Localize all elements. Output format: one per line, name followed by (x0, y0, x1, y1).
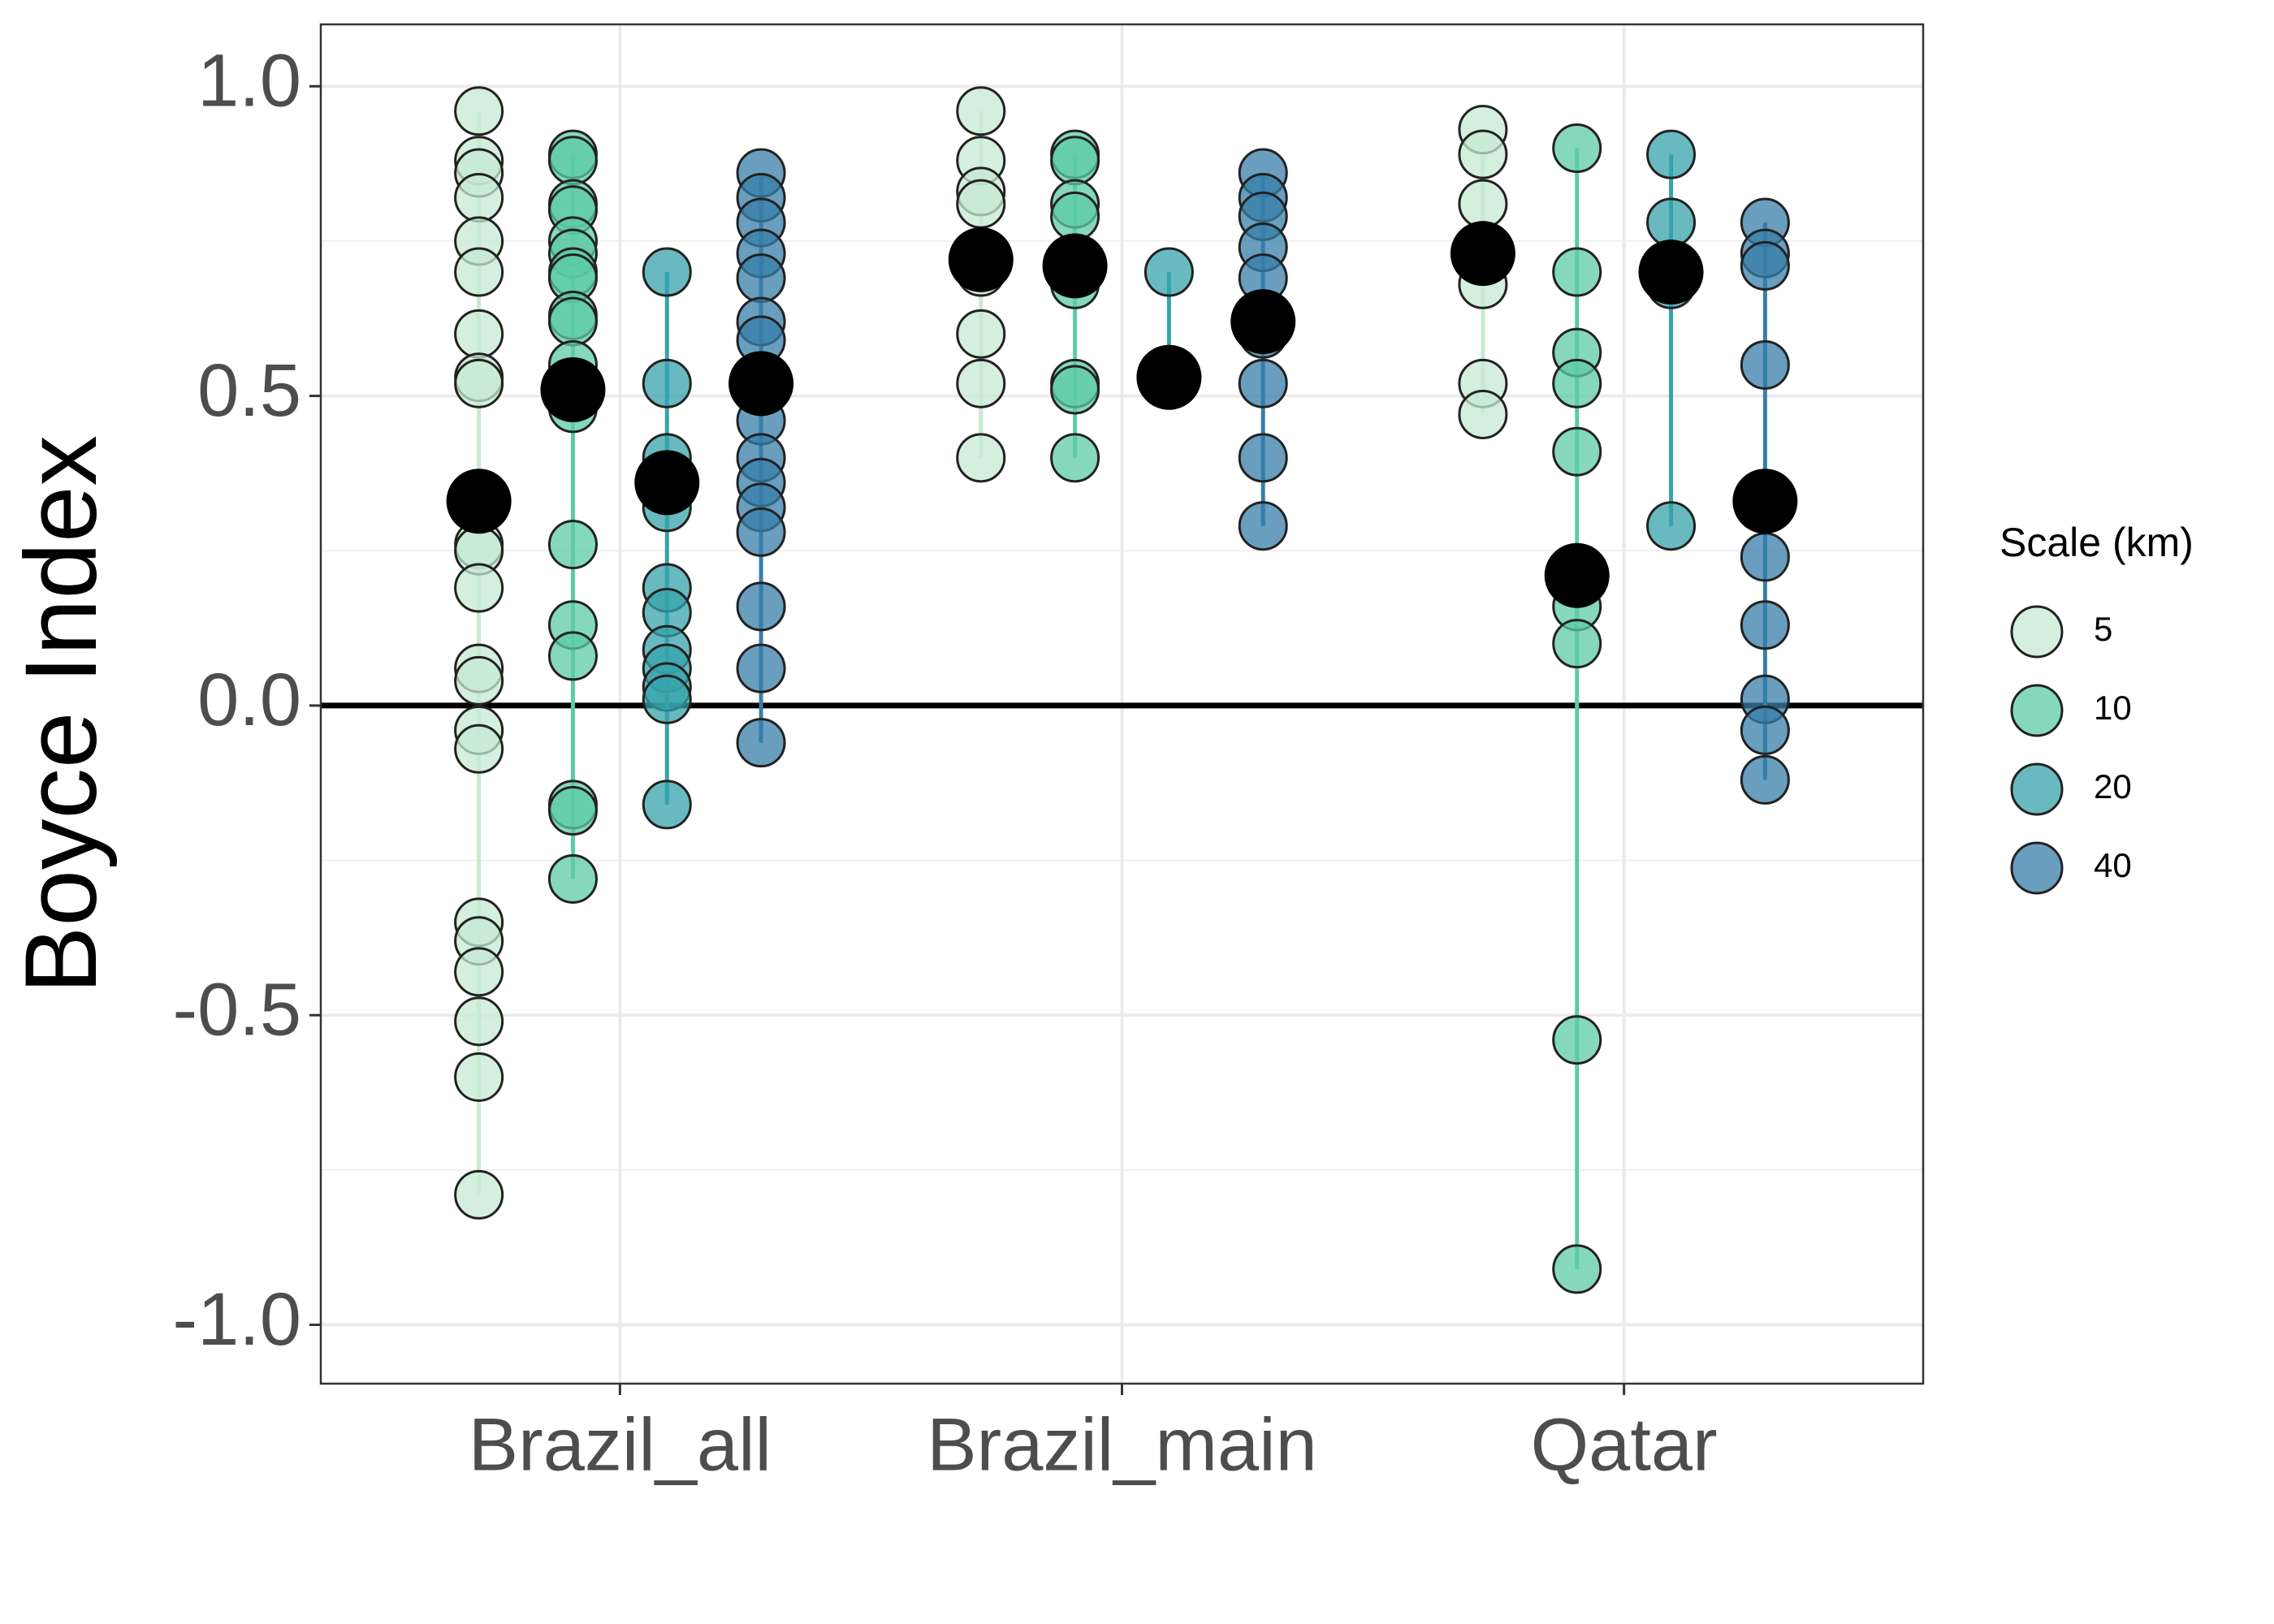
point (547, 296, 598, 347)
point (1552, 358, 1602, 408)
point (1050, 191, 1100, 241)
point (956, 179, 1006, 229)
point (736, 718, 786, 768)
point (547, 520, 598, 570)
point (736, 253, 786, 304)
point (454, 563, 504, 613)
mean-point (1732, 469, 1798, 534)
mean-point (1042, 233, 1108, 299)
legend-key (2010, 605, 2064, 659)
point (956, 358, 1006, 408)
panel-border (319, 23, 1925, 1385)
y-tick-label: -1.0 (172, 1278, 301, 1361)
x-tick-label: Qatar (1531, 1403, 1718, 1486)
point (1050, 433, 1100, 483)
point (1458, 179, 1508, 229)
point (454, 947, 504, 997)
mean-point (1544, 542, 1610, 608)
point (736, 507, 786, 557)
legend-key (2010, 684, 2064, 737)
point (1740, 705, 1790, 755)
point (454, 1169, 504, 1220)
point (1740, 532, 1790, 582)
point (454, 86, 504, 136)
y-tick-label: 0.0 (197, 659, 301, 741)
point (454, 1052, 504, 1102)
point (642, 247, 692, 297)
point (1458, 129, 1508, 179)
x-tick-label: Brazil_main (927, 1403, 1317, 1486)
point (1458, 389, 1508, 439)
mean-point (1230, 289, 1296, 355)
legend-key (2010, 841, 2064, 895)
point (454, 996, 504, 1047)
point (1740, 600, 1790, 650)
point (1740, 339, 1790, 390)
point (1143, 247, 1194, 297)
point (1238, 501, 1288, 551)
point (1238, 433, 1288, 483)
point (1552, 123, 1602, 174)
point (454, 173, 504, 223)
point (736, 581, 786, 632)
mean-point (634, 450, 700, 516)
point (956, 86, 1006, 136)
point (956, 309, 1006, 359)
point (642, 358, 692, 408)
point (1552, 1015, 1602, 1065)
legend-title: Scale (km) (1999, 520, 2194, 565)
point (642, 674, 692, 724)
y-tick-label: 1.0 (197, 40, 301, 123)
point (1646, 129, 1697, 179)
legend-label: 20 (2094, 767, 2132, 806)
legend-key (2010, 762, 2064, 816)
legend-label: 5 (2094, 610, 2112, 648)
mean-point (540, 356, 606, 422)
point (547, 136, 598, 186)
point (1740, 754, 1790, 805)
mean-point (1450, 221, 1515, 287)
point (1238, 358, 1288, 408)
y-tick-label: -0.5 (172, 969, 301, 1052)
mean-point (948, 227, 1014, 292)
point (1552, 1244, 1602, 1294)
point (1552, 619, 1602, 669)
mean-point (1136, 344, 1202, 410)
point (454, 723, 504, 774)
point (454, 358, 504, 408)
point (547, 631, 598, 681)
point (547, 786, 598, 836)
y-axis-title: Boyce Index (5, 435, 118, 994)
point (454, 247, 504, 297)
point (1740, 240, 1790, 291)
point (1646, 197, 1697, 248)
mean-point (728, 351, 794, 417)
point (956, 433, 1006, 483)
point (1552, 247, 1602, 297)
point (736, 643, 786, 693)
point (1552, 426, 1602, 477)
point (454, 655, 504, 706)
mean-point (446, 469, 512, 534)
mean-point (1638, 240, 1704, 305)
point (547, 853, 598, 904)
point (1050, 365, 1100, 415)
point (1050, 136, 1100, 186)
point (1646, 501, 1697, 551)
x-tick-label: Brazil_all (469, 1403, 772, 1486)
y-tick-label: 0.5 (197, 349, 301, 432)
point (454, 309, 504, 359)
point (642, 780, 692, 830)
legend-label: 10 (2094, 689, 2132, 727)
legend-label: 40 (2094, 846, 2132, 884)
